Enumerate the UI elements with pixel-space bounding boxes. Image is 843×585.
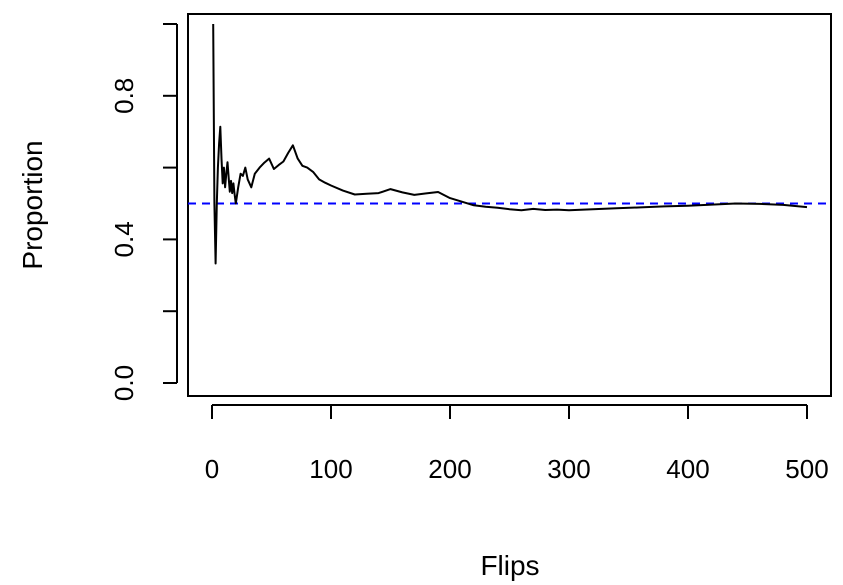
y-axis-title: Proportion <box>17 140 48 269</box>
x-axis-title: Flips <box>480 550 539 581</box>
series-line <box>212 23 808 265</box>
x-tick-label: 100 <box>309 454 352 484</box>
y-tick-label: 0.8 <box>109 78 139 114</box>
x-tick-label: 0 <box>205 454 219 484</box>
axes: 0 100 200 300 400 500 0.0 0.4 0.8 <box>109 23 829 484</box>
x-tick-label: 200 <box>428 454 471 484</box>
x-tick-label: 400 <box>666 454 709 484</box>
y-tick-label: 0.0 <box>109 365 139 401</box>
x-tick-label: 500 <box>785 454 828 484</box>
y-tick-label: 0.4 <box>109 221 139 257</box>
x-tick-label: 300 <box>547 454 590 484</box>
plot-box <box>187 13 832 397</box>
